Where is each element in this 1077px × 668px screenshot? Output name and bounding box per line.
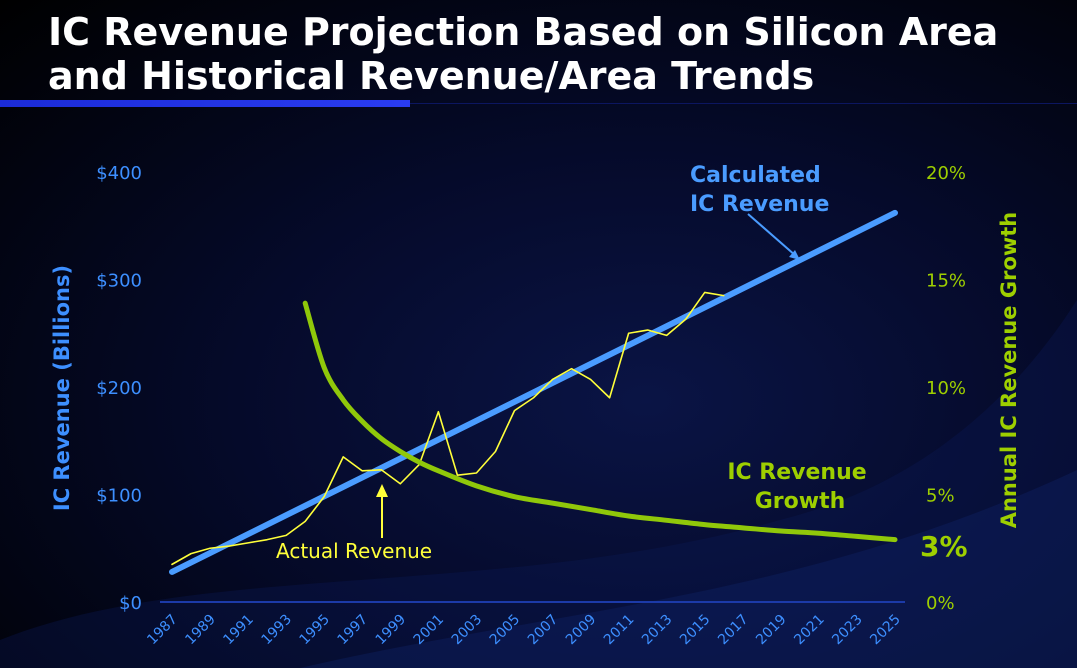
right-tick-label: 20% — [926, 163, 966, 184]
title-line-1: IC Revenue Projection Based on Silicon A… — [48, 10, 999, 54]
calculated-revenue-label-line1: Calculated — [690, 163, 821, 188]
right-tick-label: 0% — [926, 593, 955, 614]
title-underline-bar — [0, 100, 410, 107]
x-tick-label: 2001 — [411, 612, 448, 649]
growth-end-value-label: 3% — [920, 530, 968, 563]
x-tick-label: 2009 — [563, 612, 600, 649]
actual-series-line — [171, 291, 725, 566]
x-tick-label: 1993 — [258, 612, 295, 649]
x-tick-label: 1997 — [335, 612, 372, 649]
x-tick-label: 2013 — [639, 612, 676, 649]
x-tick-label: 2021 — [791, 612, 828, 649]
right-axis-title: Annual IC Revenue Growth — [997, 212, 1021, 529]
x-tick-label: 2023 — [829, 612, 866, 649]
left-tick-label: $400 — [96, 163, 142, 184]
left-tick-label: $0 — [119, 593, 142, 614]
x-tick-label: 2005 — [487, 612, 524, 649]
calculated-series-line — [169, 209, 898, 575]
growth-label-line1: IC Revenue — [727, 460, 866, 485]
actual-revenue-pointer-head — [376, 484, 388, 497]
x-tick-label: 2017 — [715, 612, 752, 649]
left-tick-label: $200 — [96, 378, 142, 399]
right-tick-label: 10% — [926, 378, 966, 399]
left-tick-label: $300 — [96, 271, 142, 292]
title-line-2: and Historical Revenue/Area Trends — [48, 54, 815, 98]
left-axis-title: IC Revenue (Billions) — [50, 265, 74, 511]
x-tick-label: 1989 — [182, 612, 219, 649]
x-tick-label: 2011 — [601, 612, 638, 649]
x-tick-label: 1991 — [220, 612, 257, 649]
actual-revenue-label: Actual Revenue — [276, 539, 432, 563]
x-tick-label: 1999 — [373, 612, 410, 649]
x-tick-label: 2019 — [753, 612, 790, 649]
x-tick-label: 2007 — [525, 612, 562, 649]
calculated-revenue-pointer — [747, 213, 797, 257]
right-tick-label: 5% — [926, 486, 955, 507]
slide-title: IC Revenue Projection Based on Silicon A… — [48, 10, 1048, 98]
x-tick-label: 2025 — [867, 612, 904, 649]
calculated-revenue-pointer-head — [789, 250, 800, 260]
calculated-revenue-label-line2: IC Revenue — [690, 192, 829, 217]
x-tick-label: 2003 — [449, 612, 486, 649]
x-tick-label: 2015 — [677, 612, 714, 649]
growth-label-line2: Growth — [755, 489, 846, 514]
x-tick-label: 1995 — [297, 612, 334, 649]
title-underline-hairline — [410, 103, 1077, 104]
x-tick-label: 1987 — [144, 612, 181, 649]
right-tick-label: 15% — [926, 271, 966, 292]
growth-series-line — [302, 300, 898, 543]
left-tick-label: $100 — [96, 486, 142, 507]
